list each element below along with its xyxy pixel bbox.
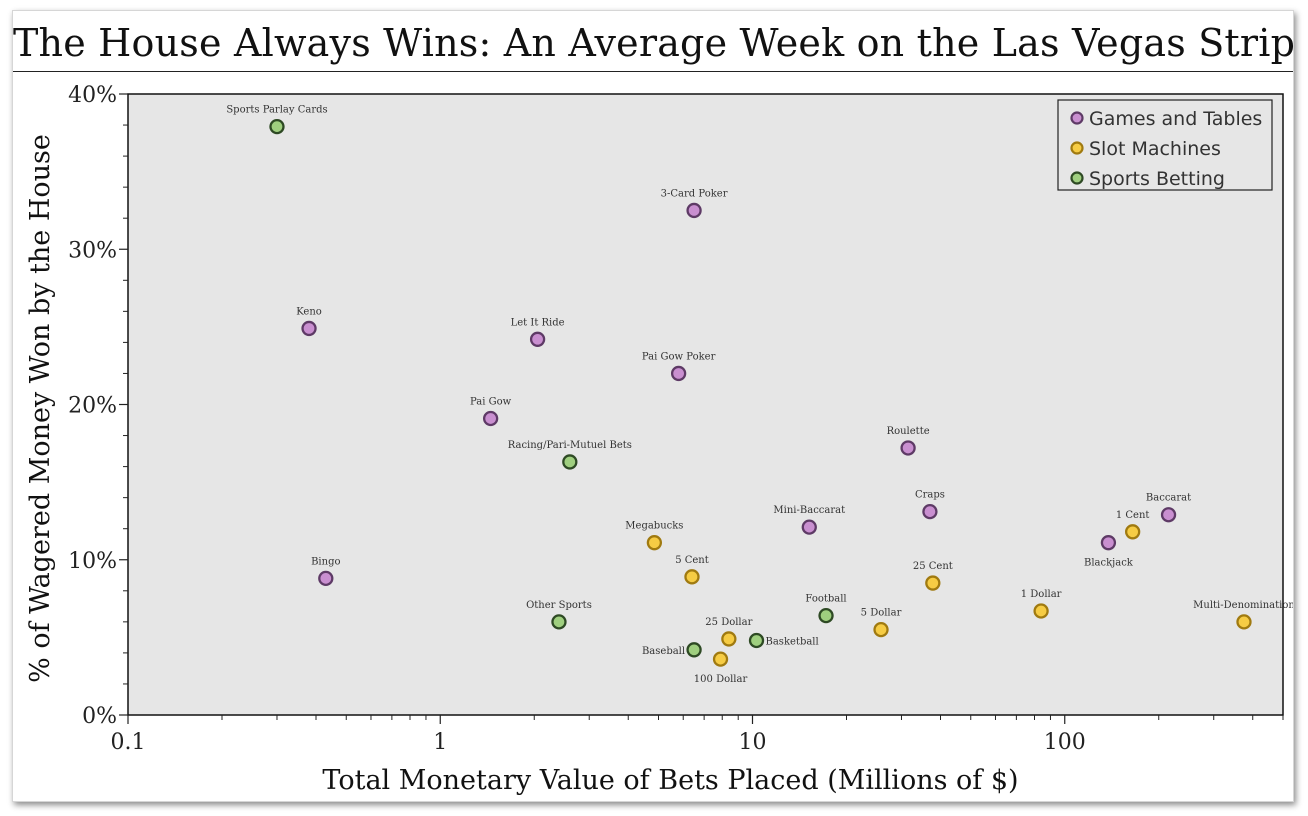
point-label-mini-baccarat: Mini-Baccarat: [773, 505, 845, 516]
x-tick-label-100: 100: [1044, 730, 1086, 755]
point-blackjack: [1100, 535, 1117, 551]
point-label-1-dollar: 1 Dollar: [1021, 589, 1062, 600]
chart-frame: The House Always Wins: An Average Week o…: [12, 10, 1296, 802]
y-tick-label-30: 30%: [68, 238, 117, 263]
point-label-pai-gow: Pai Gow: [470, 396, 512, 407]
point-label-baseball: Baseball: [642, 646, 685, 657]
point-pai-gow: [482, 410, 499, 427]
point-label-keno: Keno: [296, 306, 322, 317]
point-baseball: [686, 642, 702, 658]
point-racing-pari-mutuel-bets: [562, 454, 578, 470]
x-axis-label: Total Monetary Value of Bets Placed (Mil…: [322, 765, 1018, 796]
point-label-blackjack: Blackjack: [1084, 558, 1134, 569]
point-pai-gow-poker: [670, 365, 687, 382]
y-tick-label-20: 20%: [68, 394, 117, 419]
point-label-football: Football: [805, 594, 846, 605]
point-mini-baccarat: [801, 519, 817, 535]
point-basketball: [748, 632, 765, 649]
point-label-other-sports: Other Sports: [526, 600, 592, 611]
point-label-megabucks: Megabucks: [625, 521, 683, 532]
point-label-3-card-poker: 3-Card Poker: [661, 188, 728, 199]
point-label-racing-pari-mutuel-bets: Racing/Pari-Mutuel Bets: [508, 440, 632, 451]
y-axis-label: % of Wagered Money Won by the House: [25, 134, 56, 683]
point-keno: [301, 320, 317, 337]
point-25-cent: [925, 575, 941, 591]
x-tick-label-10: 10: [738, 730, 766, 755]
point-label-100-dollar: 100 Dollar: [694, 674, 748, 685]
legend-box: [1057, 99, 1273, 191]
point-other-sports: [551, 614, 567, 630]
point-label-bingo: Bingo: [311, 556, 340, 567]
point-label-5-cent: 5 Cent: [675, 555, 709, 566]
legend-label-slot-machines: Slot Machines: [1089, 138, 1221, 160]
point-label-let-it-ride: Let It Ride: [511, 317, 565, 328]
point-5-cent: [684, 569, 700, 585]
point-sports-parlay-cards: [269, 118, 285, 135]
point-megabucks: [646, 535, 663, 551]
point-1-cent: [1125, 524, 1141, 540]
chart-title: The House Always Wins: An Average Week o…: [13, 21, 1296, 65]
point-label-baccarat: Baccarat: [1146, 493, 1191, 504]
point-25-dollar: [721, 631, 737, 647]
x-tick-label-1: 1: [433, 730, 447, 755]
point-label-multi-denomination: Multi-Denomination: [1193, 600, 1293, 611]
point-label-1-cent: 1 Cent: [1116, 510, 1150, 521]
point-let-it-ride: [529, 331, 546, 347]
point-baccarat: [1160, 507, 1177, 523]
y-tick-label-0: 0%: [82, 704, 117, 729]
point-label-basketball: Basketball: [766, 636, 819, 647]
legend-marker-slot-machines: [1070, 141, 1084, 155]
point-label-25-cent: 25 Cent: [913, 561, 953, 572]
point-label-sports-parlay-cards: Sports Parlay Cards: [226, 105, 327, 116]
point-football: [818, 607, 834, 624]
legend-label-games-and-tables: Games and Tables: [1089, 108, 1262, 130]
point-label-roulette: Roulette: [887, 426, 930, 437]
point-multi-denomination: [1236, 614, 1252, 630]
point-craps: [922, 503, 938, 520]
point-roulette: [900, 440, 916, 456]
x-tick-label-0-1: 0.1: [111, 730, 146, 755]
point-bingo: [318, 570, 334, 587]
y-tick-label-10: 10%: [68, 549, 117, 574]
y-tick-label-40: 40%: [68, 83, 117, 108]
point-label-25-dollar: 25 Dollar: [705, 617, 752, 628]
legend-label-sports-betting: Sports Betting: [1089, 168, 1225, 190]
point-1-dollar: [1033, 603, 1049, 619]
point-3-card-poker: [686, 202, 702, 219]
point-100-dollar: [712, 651, 729, 667]
point-label-pai-gow-poker: Pai Gow Poker: [642, 351, 716, 362]
point-label-5-dollar: 5 Dollar: [861, 608, 902, 619]
point-label-craps: Craps: [915, 490, 945, 501]
title-divider: [13, 71, 1293, 72]
point-5-dollar: [873, 621, 889, 638]
legend-marker-sports-betting: [1070, 171, 1084, 185]
plot-area: [127, 93, 1284, 716]
legend-marker-games-and-tables: [1070, 111, 1084, 125]
scatter-chart: 0.1 1 10 100 0% 10% 20% 30% 40% Total Monetary Va…: [25, 83, 1293, 796]
